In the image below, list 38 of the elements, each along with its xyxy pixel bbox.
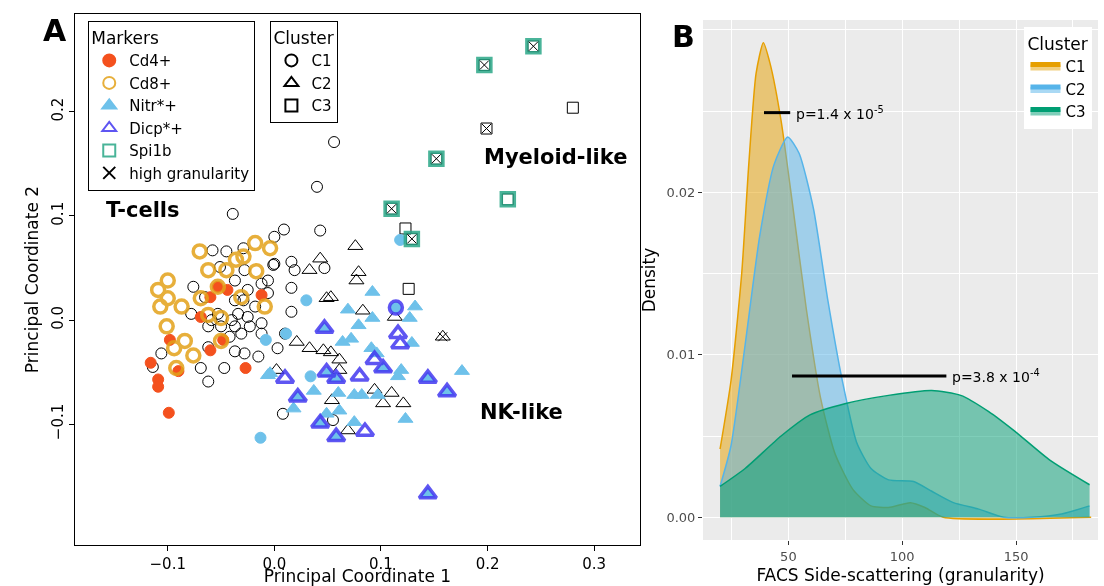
x-tick-label: 0.3 <box>582 555 607 573</box>
y-tick-label: 0.01 <box>666 347 696 363</box>
y-tick-label: 0.02 <box>666 184 696 200</box>
annotation: p=1.4 x 10$^{-5}$ <box>796 104 884 122</box>
y-tick-label: 0.1 <box>49 201 67 226</box>
y-tick-label: 0.0 <box>49 305 67 330</box>
legend-label: C2 <box>311 74 332 93</box>
legend-label: C3 <box>311 97 332 116</box>
legend-label: Cd4+ <box>129 52 172 71</box>
x-tick-label: 100 <box>889 548 915 564</box>
annotation: T-cells <box>106 198 180 222</box>
y-axis-title: Principal Coordinate 2 <box>21 185 42 374</box>
x-tick-label: 150 <box>1003 548 1029 564</box>
legend-title: Cluster <box>1027 34 1088 55</box>
x-tick-label: 0.2 <box>475 555 500 573</box>
text: Markers <box>91 28 159 49</box>
legend-label: Cd8+ <box>129 74 172 93</box>
legend-label: Spi1b <box>129 142 172 161</box>
annotation: p=3.8 x 10$^{-4}$ <box>952 367 1040 385</box>
legend-label: C2 <box>1065 80 1086 99</box>
annotation: NK-like <box>480 400 563 424</box>
x-tick-label: 50 <box>780 548 797 564</box>
text: B <box>672 19 695 54</box>
annotation: Myeloid-like <box>484 145 628 169</box>
y-tick-label: −0.1 <box>49 403 67 441</box>
y-tick-label: 0.00 <box>666 509 696 525</box>
text: A <box>43 13 67 48</box>
legend-label: C3 <box>1065 103 1086 122</box>
legend-label: high granularity <box>129 164 250 183</box>
legend-label: C1 <box>1065 58 1086 77</box>
y-tick-label: 0.2 <box>49 97 67 122</box>
legend-label: Nitr*+ <box>129 97 177 116</box>
y-axis-title: Density <box>639 247 659 313</box>
x-tick-label: −0.1 <box>149 555 186 573</box>
text: Cluster <box>273 28 334 49</box>
x-axis-title: FACS Side-scattering (granularity) <box>756 565 1045 585</box>
legend-label: C1 <box>311 52 332 71</box>
legend-label: Dicp*+ <box>129 119 183 138</box>
